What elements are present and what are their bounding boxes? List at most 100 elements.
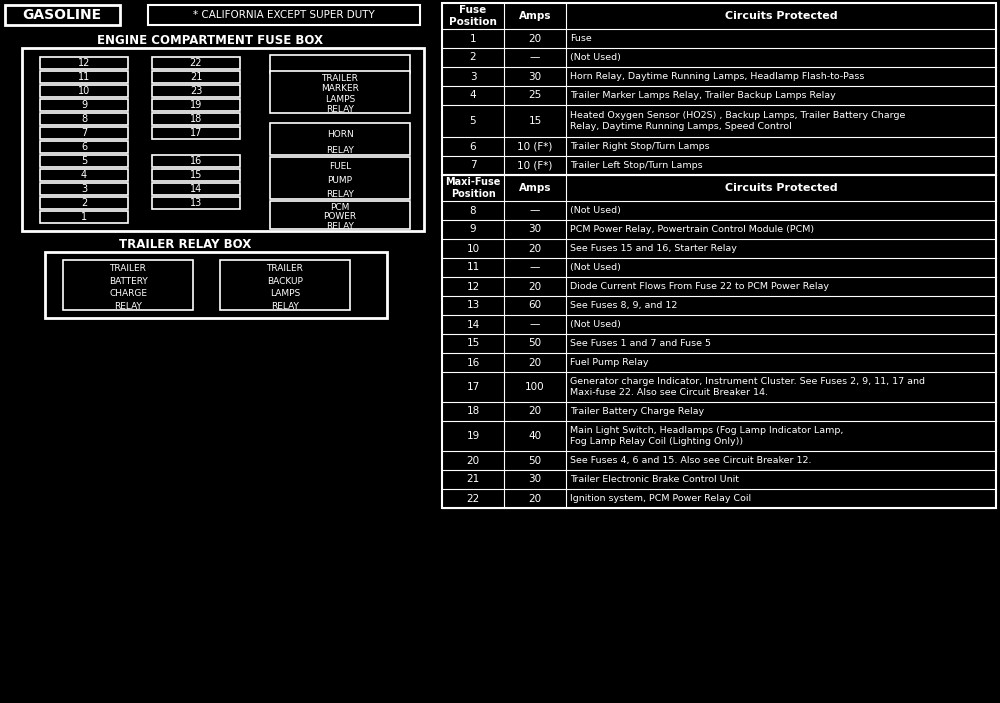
- Bar: [40, 127, 128, 139]
- Text: LAMPS: LAMPS: [325, 95, 355, 104]
- Text: 20: 20: [528, 281, 542, 292]
- Text: 12: 12: [78, 58, 90, 68]
- Bar: [152, 57, 240, 69]
- Text: 19: 19: [466, 431, 480, 441]
- Bar: [152, 169, 240, 181]
- Text: See Fuses 8, 9, and 12: See Fuses 8, 9, and 12: [570, 301, 677, 310]
- Bar: [40, 197, 128, 209]
- Bar: [40, 141, 128, 153]
- Text: 11: 11: [466, 262, 480, 273]
- Text: 3: 3: [470, 72, 476, 82]
- Text: Circuits Protected: Circuits Protected: [725, 11, 837, 21]
- Text: 12: 12: [466, 281, 480, 292]
- Text: 20: 20: [528, 494, 542, 503]
- Text: Trailer Marker Lamps Relay, Trailer Backup Lamps Relay: Trailer Marker Lamps Relay, Trailer Back…: [570, 91, 836, 100]
- Text: TRAILER RELAY BOX: TRAILER RELAY BOX: [119, 238, 251, 252]
- Text: RELAY: RELAY: [326, 105, 354, 115]
- Text: Main Light Switch, Headlamps (Fog Lamp Indicator Lamp,
Fog Lamp Relay Coil (Ligh: Main Light Switch, Headlamps (Fog Lamp I…: [570, 426, 843, 446]
- Text: Circuits Protected: Circuits Protected: [725, 183, 837, 193]
- Text: 20: 20: [528, 358, 542, 368]
- Text: RELAY: RELAY: [326, 146, 354, 155]
- Text: TRAILER: TRAILER: [322, 74, 358, 83]
- Text: HORN: HORN: [327, 129, 353, 138]
- Text: 5: 5: [470, 116, 476, 126]
- Text: 15: 15: [190, 170, 202, 180]
- Text: 23: 23: [190, 86, 202, 96]
- Bar: [152, 99, 240, 111]
- Bar: [220, 260, 350, 310]
- Text: 50: 50: [528, 456, 542, 465]
- Bar: [40, 99, 128, 111]
- Text: MARKER: MARKER: [321, 84, 359, 93]
- Text: RELAY: RELAY: [326, 191, 354, 199]
- Text: * CALIFORNIA EXCEPT SUPER DUTY: * CALIFORNIA EXCEPT SUPER DUTY: [193, 10, 375, 20]
- Text: Amps: Amps: [519, 11, 551, 21]
- Text: 20: 20: [528, 34, 542, 44]
- Bar: [442, 3, 996, 175]
- Bar: [152, 71, 240, 83]
- Text: 17: 17: [466, 382, 480, 392]
- Text: Trailer Left Stop/Turn Lamps: Trailer Left Stop/Turn Lamps: [570, 161, 703, 170]
- Text: 10: 10: [466, 243, 480, 254]
- Text: Maxi-Fuse
Position: Maxi-Fuse Position: [445, 177, 501, 199]
- Bar: [270, 71, 410, 113]
- Text: BACKUP: BACKUP: [267, 277, 303, 285]
- Text: RELAY: RELAY: [326, 221, 354, 231]
- Text: 14: 14: [466, 319, 480, 330]
- Text: 60: 60: [528, 300, 542, 311]
- Text: —: —: [530, 53, 540, 63]
- Text: Diode Current Flows From Fuse 22 to PCM Power Relay: Diode Current Flows From Fuse 22 to PCM …: [570, 282, 829, 291]
- Text: 3: 3: [81, 184, 87, 194]
- Text: Fuse
Position: Fuse Position: [449, 5, 497, 27]
- Text: 6: 6: [81, 142, 87, 152]
- Text: PCM: PCM: [330, 203, 350, 212]
- Text: BATTERY: BATTERY: [109, 277, 147, 285]
- Text: CHARGE: CHARGE: [109, 289, 147, 298]
- Text: 17: 17: [190, 128, 202, 138]
- Text: POWER: POWER: [323, 212, 357, 221]
- Bar: [40, 155, 128, 167]
- Text: TRAILER: TRAILER: [110, 264, 146, 273]
- Bar: [22, 48, 424, 231]
- Text: RELAY: RELAY: [271, 302, 299, 311]
- Text: 16: 16: [466, 358, 480, 368]
- Text: 22: 22: [190, 58, 202, 68]
- Text: Horn Relay, Daytime Running Lamps, Headlamp Flash-to-Pass: Horn Relay, Daytime Running Lamps, Headl…: [570, 72, 864, 81]
- Text: 30: 30: [528, 72, 542, 82]
- Text: 16: 16: [190, 156, 202, 166]
- Text: PUMP: PUMP: [328, 176, 352, 186]
- Bar: [152, 85, 240, 97]
- Text: RELAY: RELAY: [114, 302, 142, 311]
- Text: 7: 7: [81, 128, 87, 138]
- Text: 14: 14: [190, 184, 202, 194]
- Text: 7: 7: [470, 160, 476, 171]
- Bar: [40, 169, 128, 181]
- Text: Generator charge Indicator, Instrument Cluster. See Fuses 2, 9, 11, 17 and
Maxi-: Generator charge Indicator, Instrument C…: [570, 378, 925, 396]
- Bar: [152, 155, 240, 167]
- Bar: [40, 57, 128, 69]
- Text: 21: 21: [190, 72, 202, 82]
- Text: ENGINE COMPARTMENT FUSE BOX: ENGINE COMPARTMENT FUSE BOX: [97, 34, 323, 48]
- Text: 21: 21: [466, 475, 480, 484]
- Text: 30: 30: [528, 475, 542, 484]
- Text: Ignition system, PCM Power Relay Coil: Ignition system, PCM Power Relay Coil: [570, 494, 751, 503]
- Text: 2: 2: [470, 53, 476, 63]
- Text: 13: 13: [190, 198, 202, 208]
- Bar: [40, 183, 128, 195]
- Text: 6: 6: [470, 141, 476, 152]
- Text: 20: 20: [528, 406, 542, 416]
- Text: 30: 30: [528, 224, 542, 235]
- Text: 1: 1: [81, 212, 87, 222]
- Bar: [270, 55, 410, 73]
- Text: 8: 8: [81, 114, 87, 124]
- Text: See Fuses 1 and 7 and Fuse 5: See Fuses 1 and 7 and Fuse 5: [570, 339, 711, 348]
- Bar: [152, 127, 240, 139]
- Text: (Not Used): (Not Used): [570, 206, 621, 215]
- Text: 18: 18: [466, 406, 480, 416]
- Text: Fuel Pump Relay: Fuel Pump Relay: [570, 358, 648, 367]
- Bar: [45, 252, 387, 318]
- Text: 4: 4: [470, 91, 476, 101]
- Text: —: —: [530, 205, 540, 216]
- Text: 1: 1: [470, 34, 476, 44]
- Text: (Not Used): (Not Used): [570, 320, 621, 329]
